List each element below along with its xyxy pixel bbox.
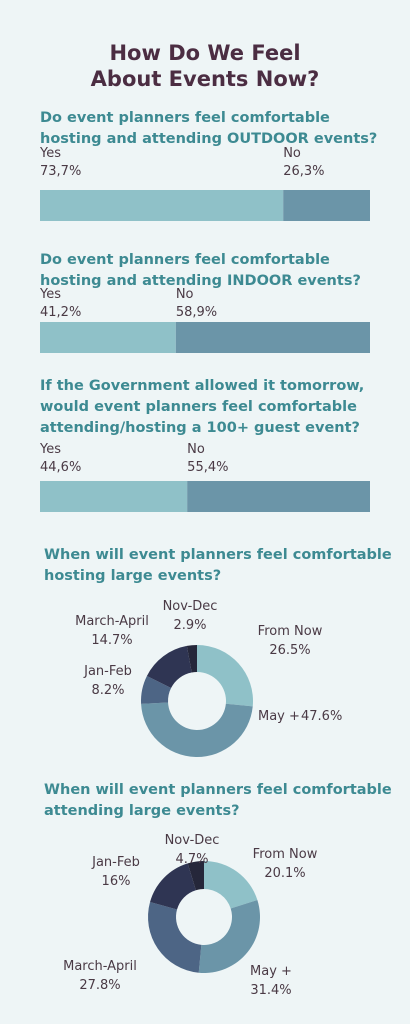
bar-segment [40, 322, 176, 353]
question: When will event planners feel comfortabl… [44, 782, 392, 819]
donut-slice [148, 902, 202, 973]
value-label: 31.4% [250, 983, 291, 998]
category-label: From Now [258, 624, 323, 639]
category-label: May + [250, 964, 292, 979]
donut-slice [187, 861, 204, 891]
value-label: 44,6% [40, 460, 81, 475]
category-label: Yes [39, 287, 61, 302]
category-label: Jan-Feb [91, 855, 140, 870]
value-label: 41,2% [40, 305, 81, 320]
category-label: No [283, 146, 301, 161]
category-label: No [187, 442, 205, 457]
category-label: Nov-Dec [163, 599, 218, 614]
donut-slice [204, 861, 258, 909]
category-label: Nov-Dec [165, 833, 220, 848]
category-label: Jan-Feb [83, 664, 132, 679]
page-title: How Do We Feel About Events Now? [90, 41, 320, 91]
bar-segment [283, 190, 370, 221]
question: Do event planners feel comfortable hosti… [40, 252, 361, 289]
bar-segment [175, 322, 370, 353]
question: When will event planners feel comfortabl… [44, 547, 392, 584]
category-label: March-April [75, 614, 149, 629]
value-label: 58,9% [176, 305, 217, 320]
value-label: 8.2% [91, 683, 124, 698]
donut-slice [198, 900, 260, 973]
category-label: Yes [39, 146, 61, 161]
question: If the Government allowed it tomorrow, w… [40, 378, 365, 436]
category-label: From Now [253, 847, 318, 862]
value-label: 20.1% [264, 866, 305, 881]
question: Do event planners feel comfortable hosti… [40, 110, 378, 147]
value-label: 27.8% [79, 978, 120, 993]
value-label: 2.9% [173, 618, 206, 633]
bar-segment [40, 190, 284, 221]
value-label: 26,3% [283, 164, 324, 179]
category-label: Yes [39, 442, 61, 457]
category-label: No [176, 287, 194, 302]
bar-segment [187, 481, 370, 512]
value-label: 26.5% [269, 643, 310, 658]
category-label: March-April [63, 959, 137, 974]
value-label: 55,4% [187, 460, 228, 475]
donut-slice [197, 645, 253, 707]
bar-segment [40, 481, 188, 512]
donut-slice [146, 645, 192, 689]
value-label: 16% [102, 874, 131, 889]
donut-slice [150, 863, 196, 910]
value-label: 4.7% [175, 852, 208, 867]
value-label: 47.6% [301, 709, 342, 724]
category-label: May + [258, 709, 300, 724]
value-label: 14.7% [91, 633, 132, 648]
donut-slice [141, 702, 253, 758]
donut-slice [141, 675, 172, 704]
value-label: 73,7% [40, 164, 81, 179]
donut-slice [186, 645, 197, 673]
